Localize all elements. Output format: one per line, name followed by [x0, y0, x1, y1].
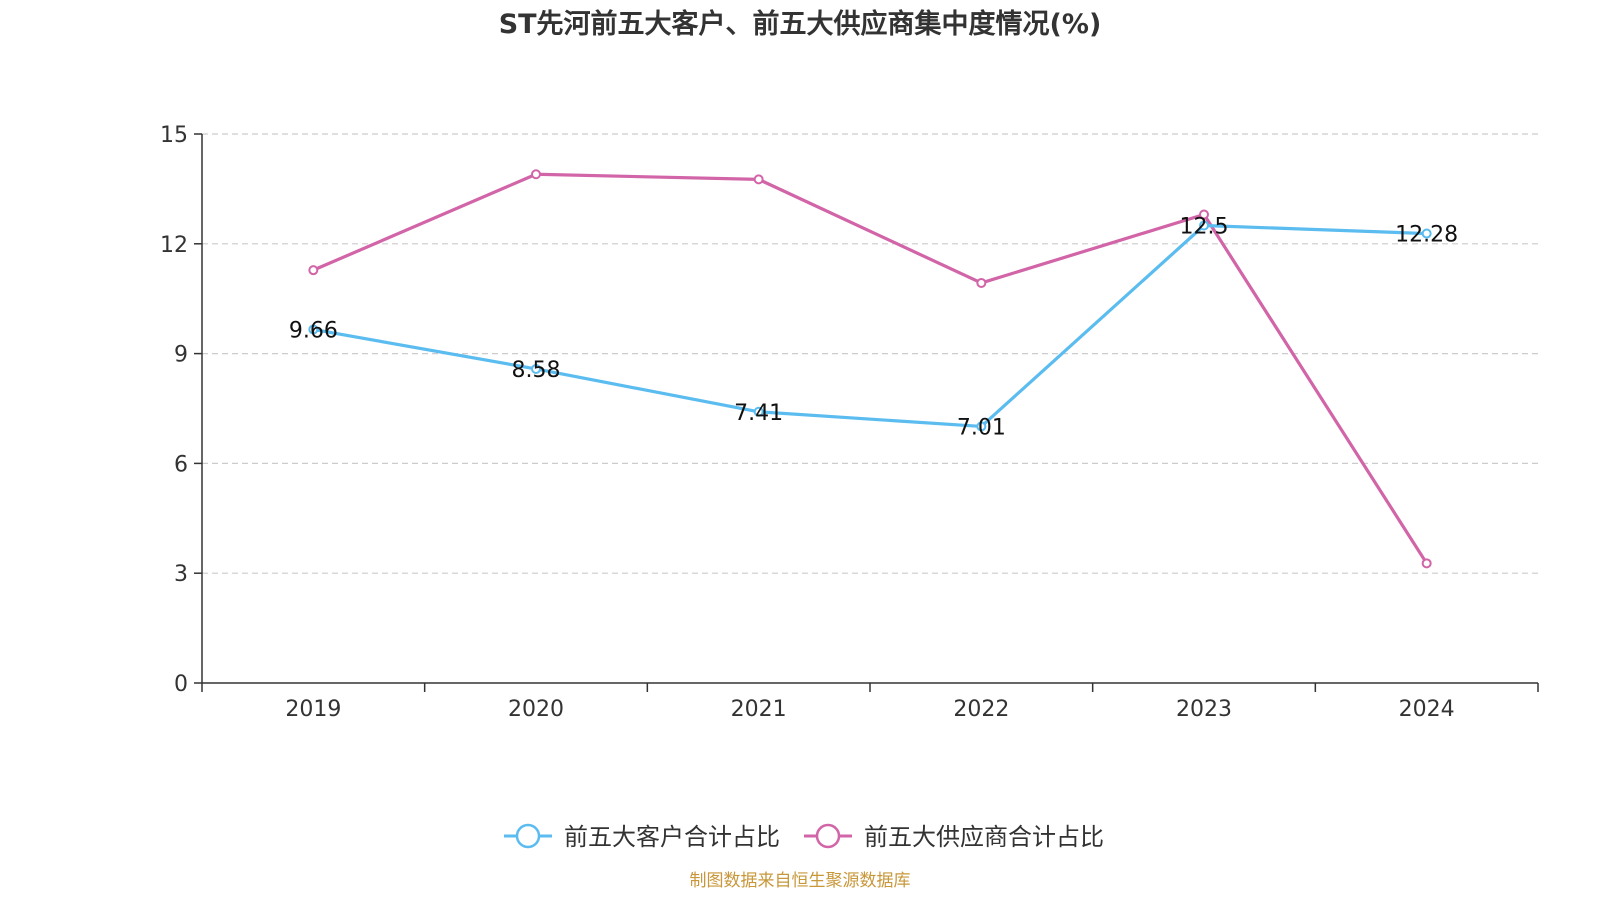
x-tick-label: 2020	[508, 697, 564, 722]
data-point[interactable]	[753, 406, 764, 417]
data-point[interactable]	[531, 169, 541, 180]
legend-item[interactable]: 前五大客户合计占比	[504, 823, 780, 851]
data-point[interactable]	[1421, 558, 1432, 569]
data-point[interactable]	[1199, 220, 1209, 231]
chart-title: ST先河前五大客户、前五大供应商集中度情况(%)	[499, 8, 1102, 40]
axes: 0 3 6 9 12 15 2019 2020 2021 2022 2023 2024	[160, 123, 1539, 722]
data-point[interactable]	[531, 363, 541, 374]
data-point[interactable]	[1199, 209, 1209, 220]
data-label: 8.58	[512, 358, 561, 383]
grid-lines	[202, 133, 1538, 574]
legend-marker	[815, 823, 841, 849]
series-line	[312, 172, 1429, 565]
data-point[interactable]	[308, 324, 319, 335]
legend-marker	[515, 823, 541, 849]
series-group: 9.66 8.58 7.41 7.01 12.5 12.28	[289, 169, 1458, 569]
legend[interactable]: 前五大客户合计占比 前五大供应商合计占比	[504, 823, 1104, 851]
y-tick-label: 0	[174, 672, 188, 697]
data-point[interactable]	[1421, 228, 1432, 239]
legend-label: 前五大客户合计占比	[564, 823, 780, 851]
y-tick-label: 6	[174, 452, 188, 477]
y-tick-label: 12	[160, 233, 188, 258]
series-line	[313, 223, 1427, 429]
x-tick-label: 2022	[953, 697, 1009, 722]
y-tick-label: 3	[174, 562, 188, 587]
x-tick-label: 2021	[731, 697, 787, 722]
x-tick-label: 2023	[1176, 697, 1232, 722]
data-label: 9.66	[289, 318, 338, 343]
y-tick-label: 15	[160, 123, 188, 148]
x-tick-label: 2019	[285, 697, 341, 722]
data-point[interactable]	[976, 421, 987, 432]
data-label: 12.5	[1180, 215, 1229, 240]
data-label: 12.28	[1395, 223, 1458, 248]
y-tick-label: 9	[174, 343, 188, 368]
x-tick-label: 2024	[1399, 697, 1455, 722]
legend-label: 前五大供应商合计占比	[864, 823, 1104, 851]
data-point[interactable]	[308, 265, 319, 276]
legend-item[interactable]: 前五大供应商合计占比	[804, 823, 1104, 851]
source-note: 制图数据来自恒生聚源数据库	[690, 871, 911, 891]
data-point[interactable]	[753, 174, 764, 185]
data-label: 7.41	[734, 401, 783, 426]
data-point[interactable]	[976, 277, 987, 288]
data-label: 7.01	[957, 415, 1006, 440]
